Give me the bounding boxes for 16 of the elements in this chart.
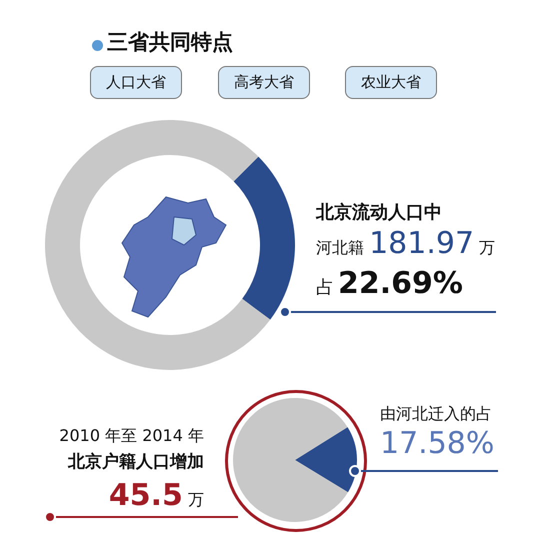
data-label: 22.69% <box>338 266 463 301</box>
text: 占 <box>316 277 334 298</box>
text: 45.5 <box>108 478 183 513</box>
text: 北京流动人口中 <box>316 201 442 224</box>
text: 181.97 <box>369 226 474 261</box>
text: 北京户籍人口增加 <box>66 451 204 473</box>
text: 高考大省 <box>218 66 310 99</box>
text: 农业大省 <box>345 66 437 99</box>
text: 河北籍 <box>316 238 364 257</box>
data-label: 17.58% <box>380 426 494 461</box>
text: 2010 年至 2014 年 <box>58 426 204 447</box>
text: 万 <box>479 238 496 257</box>
text: 万 <box>188 490 204 509</box>
chart-title: 三省共同特点 <box>107 29 233 56</box>
text: 人口大省 <box>90 66 182 99</box>
text: 由河北迁入的占 <box>380 404 492 425</box>
